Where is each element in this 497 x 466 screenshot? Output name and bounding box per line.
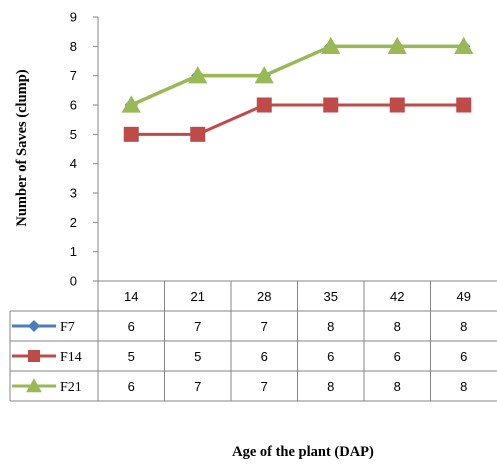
y-axis-title: Number of Saves (clump) bbox=[14, 69, 30, 226]
y-tick-label: 9 bbox=[70, 10, 77, 25]
legend-marker-triangle bbox=[26, 378, 42, 393]
table-cell-value: 6 bbox=[261, 349, 268, 364]
series-f21 bbox=[121, 36, 474, 113]
table-cell-value: 6 bbox=[128, 379, 135, 394]
legend-key-f7 bbox=[12, 319, 56, 333]
x-tick-label: 42 bbox=[390, 289, 404, 304]
data-point-f21 bbox=[121, 95, 141, 113]
table-cell-value: 8 bbox=[394, 379, 401, 394]
x-axis-title: Age of the plant (DAP) bbox=[232, 444, 374, 460]
table-cell-value: 7 bbox=[261, 319, 268, 334]
legend-key-f14 bbox=[12, 350, 56, 362]
y-tick-label: 4 bbox=[70, 156, 77, 171]
data-point-f21 bbox=[454, 36, 474, 55]
y-tick-label: 6 bbox=[70, 98, 77, 113]
series-line-f7 bbox=[130, 44, 464, 107]
x-tick-label: 14 bbox=[124, 289, 138, 304]
series-name-f14: F14 bbox=[60, 350, 82, 365]
data-point-f21 bbox=[188, 66, 208, 84]
data-point-f14 bbox=[123, 126, 139, 142]
x-tick-label: 21 bbox=[191, 289, 205, 304]
table-cell-value: 8 bbox=[460, 319, 467, 334]
legend-marker-square bbox=[28, 350, 40, 362]
data-point-f14 bbox=[456, 97, 472, 113]
y-tick-label: 1 bbox=[70, 244, 77, 259]
y-tick-label: 7 bbox=[70, 68, 77, 83]
data-point-f14 bbox=[389, 97, 405, 113]
y-tick-label: 2 bbox=[70, 215, 77, 230]
x-tick-label: 35 bbox=[324, 289, 338, 304]
data-point-f21 bbox=[254, 66, 274, 84]
series-f14 bbox=[123, 97, 472, 142]
table-cell-value: 6 bbox=[128, 319, 135, 334]
table-cell-value: 5 bbox=[128, 349, 135, 364]
y-tick-label: 5 bbox=[70, 127, 77, 142]
x-tick-label: 49 bbox=[457, 289, 471, 304]
series-line-f14 bbox=[131, 103, 464, 136]
table-cell-value: 8 bbox=[460, 379, 467, 394]
data-point-f14 bbox=[256, 97, 272, 113]
data-point-f14 bbox=[323, 97, 339, 113]
table-cell-value: 8 bbox=[327, 319, 334, 334]
x-tick-label: 28 bbox=[257, 289, 271, 304]
data-point-f21 bbox=[321, 36, 341, 55]
series-f7 bbox=[124, 39, 471, 112]
series-line-f21 bbox=[130, 44, 464, 107]
table-cell-value: 7 bbox=[194, 379, 201, 394]
table-cell-value: 7 bbox=[194, 319, 201, 334]
axes bbox=[93, 16, 99, 282]
legend-key-f21 bbox=[12, 378, 56, 393]
y-tick-label: 3 bbox=[70, 186, 77, 201]
data-table: 14 21 28 35 42 49 F7 6 7 7 8 8 8 F14 5 5 6 6 6 6 F21 6 7 7 8 8 8 bbox=[9, 280, 497, 402]
table-cell-value: 7 bbox=[261, 379, 268, 394]
y-tick-labels: 0 1 2 3 4 5 6 7 8 9 bbox=[70, 10, 77, 289]
data-point-f21 bbox=[387, 36, 407, 55]
table-cell-value: 6 bbox=[394, 349, 401, 364]
series-name-f21: F21 bbox=[60, 380, 82, 395]
table-cell-value: 8 bbox=[327, 379, 334, 394]
series-name-f7: F7 bbox=[60, 320, 75, 335]
y-tick-label: 0 bbox=[70, 274, 77, 289]
legend-marker-diamond bbox=[27, 319, 41, 333]
table-cell-value: 8 bbox=[394, 319, 401, 334]
y-tick-label: 8 bbox=[70, 39, 77, 54]
data-point-f14 bbox=[190, 126, 206, 142]
table-cell-value: 6 bbox=[460, 349, 467, 364]
series-lines bbox=[121, 36, 474, 142]
table-cell-value: 6 bbox=[327, 349, 334, 364]
table-cell-value: 5 bbox=[194, 349, 201, 364]
